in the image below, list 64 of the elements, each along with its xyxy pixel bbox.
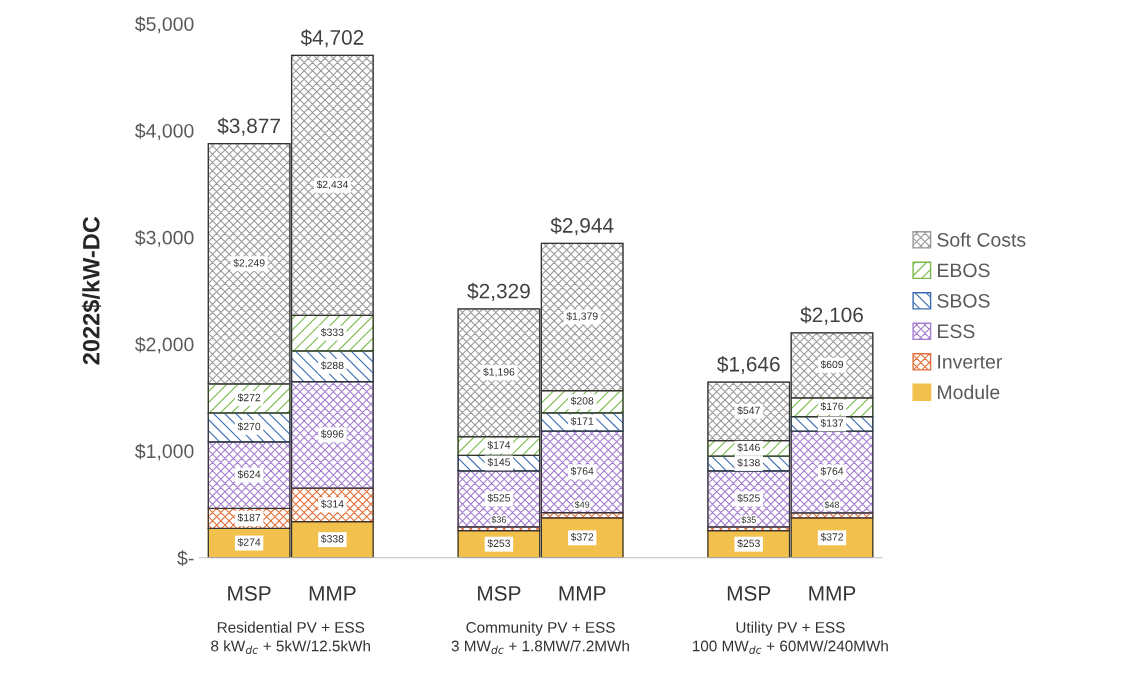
x-tick-label: MSP — [478, 586, 521, 601]
y-tick-label: $3,000 — [135, 229, 194, 247]
y-axis-title: 2022$/kW-DC — [81, 216, 102, 365]
y-tick-label: $5,000 — [135, 16, 194, 34]
legend-label: EBOS — [938, 263, 990, 278]
x-tick-label: MMP — [809, 586, 856, 601]
x-tick-label: MMP — [309, 586, 356, 601]
data-label: $187 — [237, 513, 261, 522]
data-label: $253 — [487, 539, 511, 548]
data-label: $624 — [237, 470, 261, 479]
data-label: $525 — [737, 493, 760, 503]
data-label: $288 — [320, 361, 344, 370]
data-label: $270 — [237, 422, 261, 431]
data-label: $764 — [820, 467, 844, 476]
legend-label: ESS — [938, 324, 975, 339]
legend-label: Inverter — [938, 355, 1003, 369]
total-label: $1,646 — [717, 355, 780, 375]
total-label: $2,329 — [467, 282, 530, 301]
y-tick-label: $2,000 — [135, 336, 194, 354]
total-label: $4,702 — [300, 29, 364, 48]
data-label: $1,379 — [566, 311, 598, 322]
data-label: $547 — [737, 406, 760, 415]
total-label: $2,944 — [550, 217, 614, 236]
legend-label: Module — [938, 384, 1000, 400]
y-tick-label: $1,000 — [135, 443, 194, 461]
x-tick-label: MSP — [727, 586, 771, 601]
data-label: $176 — [820, 402, 844, 411]
legend-label: Soft Costs — [937, 232, 1026, 247]
x-tick-label: MMP — [559, 586, 606, 601]
data-label: $996 — [320, 429, 344, 439]
total-label: $3,877 — [217, 117, 280, 136]
text: Residential PV + ESS 8 kW$_{dc}$ + 5kW/12.5kWh — [211, 621, 370, 654]
data-label: $208 — [570, 396, 594, 406]
legend-label: SBOS — [937, 293, 990, 308]
data-label: $272 — [237, 393, 261, 402]
y-tick-label: $4,000 — [135, 123, 194, 140]
data-label: $49 — [574, 501, 590, 509]
data-label: $609 — [820, 360, 844, 369]
data-label: $314 — [320, 499, 344, 509]
data-label: $338 — [320, 534, 344, 544]
data-label: $333 — [320, 328, 344, 337]
data-label: $274 — [237, 538, 261, 547]
data-label: $146 — [737, 443, 760, 452]
text: Utility PV + ESS 100 MW$_{dc}$ + 60MW/240MWh — [692, 621, 888, 654]
data-label: $525 — [487, 493, 511, 503]
data-label: $2,434 — [316, 180, 349, 190]
data-label: $36 — [491, 515, 507, 524]
data-label: $48 — [824, 501, 840, 509]
data-label: $137 — [820, 418, 844, 428]
data-label: $253 — [737, 539, 760, 548]
data-label: $764 — [570, 466, 594, 476]
y-tick-label: $- — [177, 550, 194, 567]
data-label: $372 — [820, 532, 844, 542]
data-label: $145 — [487, 458, 511, 467]
data-label: $1,196 — [483, 367, 515, 377]
x-tick-label: MSP — [228, 586, 271, 601]
text: Community PV + ESS 3 MW$_{dc}$ + 1.8MW/7.2MWh — [451, 621, 629, 654]
data-label: $35 — [741, 516, 756, 524]
data-label: $372 — [570, 532, 594, 542]
data-label: $2,249 — [233, 258, 265, 268]
data-label: $171 — [570, 416, 594, 426]
data-label: $138 — [737, 458, 760, 467]
data-label: $174 — [487, 440, 511, 450]
total-label: $2,106 — [800, 306, 863, 325]
